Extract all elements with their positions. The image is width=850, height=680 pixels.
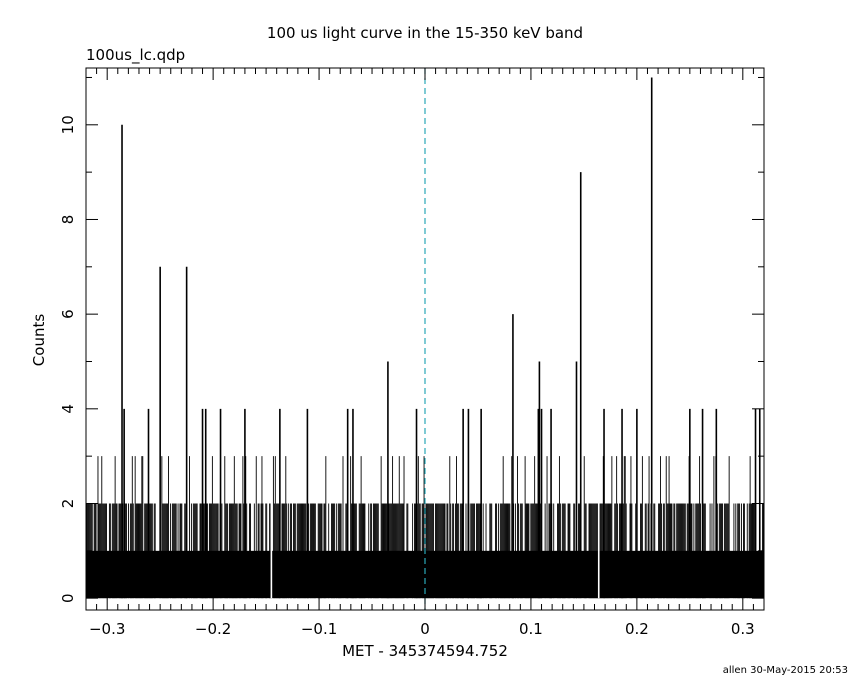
x-tick-label: 0.2 [625,620,649,638]
x-tick-label: −0.2 [195,620,231,638]
x-tick-label: −0.1 [301,620,337,638]
y-tick-label: 0 [59,593,77,603]
y-tick-label: 6 [59,309,77,319]
y-tick-label: 10 [59,115,77,134]
chart-subtitle: 100us_lc.qdp [86,46,185,65]
x-axis-label: MET - 345374594.752 [342,642,508,660]
tick-labels-layer: −0.3 −0.2 −0.1 0 0.1 0.2 0.3 0 2 4 6 8 10 [59,115,755,638]
chart-title: 100 us light curve in the 15-350 keV ban… [267,24,583,42]
x-tick-label: 0.3 [731,620,755,638]
bars-layer [86,77,764,599]
footer-stamp: allen 30-May-2015 20:53 [723,665,848,676]
y-tick-label: 8 [59,215,77,225]
y-axis-label: Counts [30,314,48,367]
y-tick-label: 2 [59,499,77,509]
y-tick-label: 4 [59,404,77,414]
axes-layer [85,67,765,611]
x-tick-label: −0.3 [89,620,125,638]
x-tick-label: 0.1 [519,620,543,638]
x-tick-label: 0 [420,620,430,638]
